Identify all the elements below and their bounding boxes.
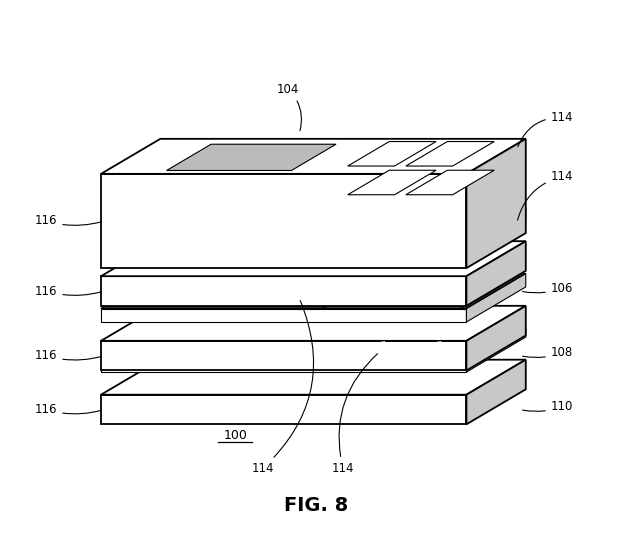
Text: 114: 114 xyxy=(332,354,377,475)
Polygon shape xyxy=(101,395,467,424)
Text: 108: 108 xyxy=(523,346,573,359)
Polygon shape xyxy=(101,209,526,244)
Polygon shape xyxy=(467,209,526,257)
Polygon shape xyxy=(101,341,467,370)
Polygon shape xyxy=(467,327,526,372)
Text: 110: 110 xyxy=(523,400,573,413)
Text: 116: 116 xyxy=(35,214,101,228)
Polygon shape xyxy=(101,274,526,309)
Polygon shape xyxy=(348,170,436,195)
Text: 100: 100 xyxy=(223,429,248,441)
Polygon shape xyxy=(101,327,526,362)
Polygon shape xyxy=(467,274,526,322)
Polygon shape xyxy=(101,244,467,257)
Polygon shape xyxy=(101,276,467,306)
Polygon shape xyxy=(101,360,526,395)
Polygon shape xyxy=(101,327,526,362)
Text: 116: 116 xyxy=(35,284,101,298)
Polygon shape xyxy=(323,234,478,244)
Polygon shape xyxy=(166,144,336,171)
Polygon shape xyxy=(406,142,494,166)
Text: FIG. 8: FIG. 8 xyxy=(284,496,349,515)
Polygon shape xyxy=(101,209,526,244)
Polygon shape xyxy=(101,139,526,174)
Text: 106: 106 xyxy=(523,282,573,294)
Polygon shape xyxy=(467,306,526,370)
Polygon shape xyxy=(101,274,526,309)
Polygon shape xyxy=(323,298,478,309)
Polygon shape xyxy=(467,139,526,268)
Polygon shape xyxy=(101,241,526,276)
Polygon shape xyxy=(323,352,478,362)
Polygon shape xyxy=(101,306,526,341)
Polygon shape xyxy=(467,360,526,424)
Polygon shape xyxy=(101,309,467,322)
Text: 116: 116 xyxy=(35,403,101,416)
Polygon shape xyxy=(467,241,526,306)
Text: 104: 104 xyxy=(277,83,301,131)
Polygon shape xyxy=(348,142,436,166)
Text: 114: 114 xyxy=(518,111,573,147)
Text: 116: 116 xyxy=(35,349,101,362)
Polygon shape xyxy=(406,170,494,195)
Text: 114: 114 xyxy=(518,170,573,220)
Polygon shape xyxy=(101,174,467,268)
Text: 114: 114 xyxy=(251,300,313,475)
Polygon shape xyxy=(101,362,467,372)
